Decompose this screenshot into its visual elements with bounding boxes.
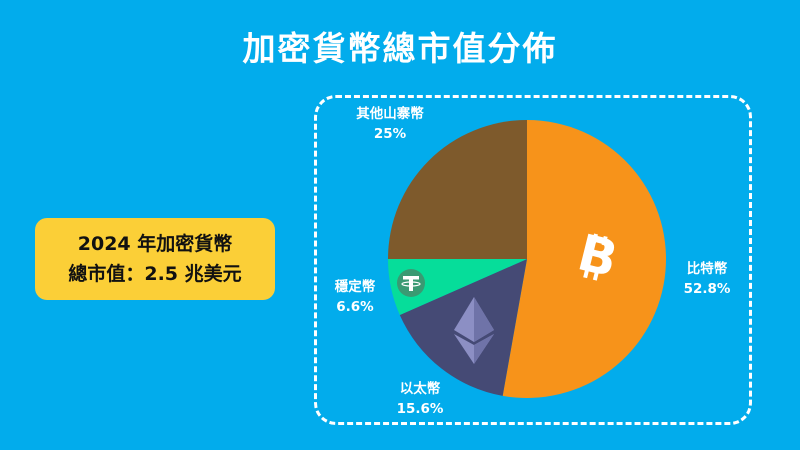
label-bitcoin-name: 比特幣	[686, 261, 728, 277]
slice-stablecoin	[388, 259, 527, 316]
label-ethereum-name: 以太幣	[399, 381, 441, 397]
label-stablecoin-name: 穩定幣	[334, 279, 376, 295]
label-altcoins: 其他山寨幣 25%	[335, 104, 445, 144]
page-title: 加密貨幣總市值分佈	[242, 29, 558, 68]
label-bitcoin: 比特幣 52.8%	[672, 259, 742, 299]
info-line-1: 2024 年加密貨幣	[77, 233, 233, 255]
label-ethereum-pct: 15.6%	[396, 401, 444, 417]
label-ethereum: 以太幣 15.6%	[380, 379, 460, 419]
tether-icon	[397, 269, 425, 297]
total-market-cap-box: 2024 年加密貨幣 總市值：2.5 兆美元	[35, 218, 275, 300]
label-bitcoin-pct: 52.8%	[683, 281, 731, 297]
label-stablecoin-pct: 6.6%	[336, 299, 374, 315]
slice-altcoins	[388, 120, 527, 259]
info-line-2: 總市值：2.5 兆美元	[68, 263, 242, 285]
label-altcoins-name: 其他山寨幣	[356, 106, 424, 122]
slice-bitcoin	[502, 120, 667, 398]
ethereum-icon	[454, 297, 494, 364]
label-stablecoin: 穩定幣 6.6%	[320, 277, 390, 317]
label-altcoins-pct: 25%	[373, 126, 407, 142]
chart-frame	[314, 95, 752, 425]
